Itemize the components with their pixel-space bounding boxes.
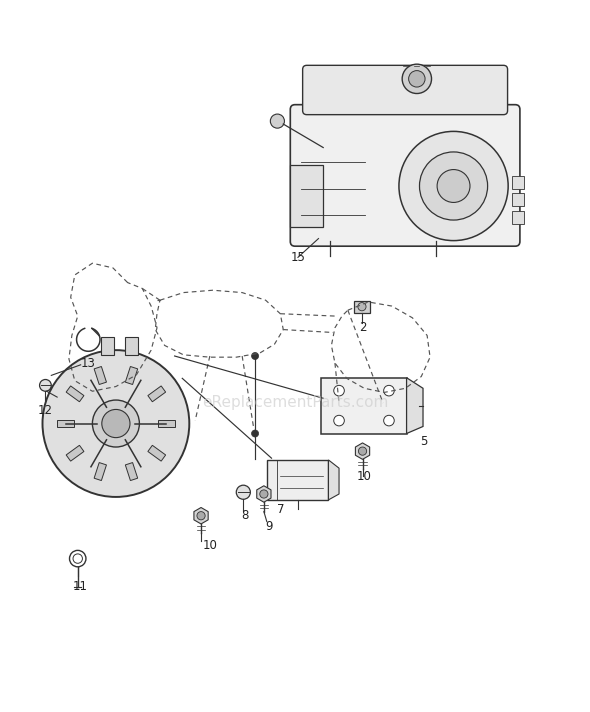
- Bar: [512, 176, 524, 189]
- Text: 10: 10: [357, 470, 372, 483]
- Polygon shape: [257, 486, 271, 502]
- Polygon shape: [407, 378, 423, 434]
- Polygon shape: [66, 386, 84, 402]
- Circle shape: [40, 379, 51, 391]
- Text: 5: 5: [421, 434, 428, 448]
- Bar: [354, 300, 370, 313]
- Polygon shape: [57, 419, 74, 427]
- Polygon shape: [125, 463, 137, 481]
- Polygon shape: [148, 386, 166, 402]
- Circle shape: [251, 352, 258, 360]
- Text: eReplacementParts.com: eReplacementParts.com: [202, 395, 388, 411]
- Text: 2: 2: [359, 321, 366, 335]
- Circle shape: [334, 385, 345, 396]
- Circle shape: [197, 512, 205, 520]
- Circle shape: [251, 430, 258, 437]
- Bar: [290, 165, 323, 227]
- Text: 10: 10: [202, 538, 217, 552]
- FancyBboxPatch shape: [303, 66, 507, 115]
- Bar: [267, 460, 329, 500]
- Polygon shape: [94, 463, 106, 481]
- Circle shape: [384, 415, 394, 426]
- Bar: [101, 337, 114, 355]
- Polygon shape: [355, 443, 370, 459]
- Text: 15: 15: [290, 251, 306, 264]
- Circle shape: [358, 303, 366, 310]
- Polygon shape: [194, 508, 208, 524]
- Polygon shape: [329, 460, 339, 500]
- Circle shape: [93, 400, 139, 447]
- Text: 9: 9: [265, 520, 273, 533]
- Circle shape: [409, 70, 425, 87]
- Text: 7: 7: [277, 503, 284, 516]
- FancyBboxPatch shape: [290, 105, 520, 246]
- Circle shape: [334, 415, 345, 426]
- Circle shape: [419, 152, 487, 220]
- Text: 8: 8: [241, 509, 249, 522]
- Circle shape: [437, 169, 470, 202]
- Polygon shape: [125, 367, 137, 384]
- Circle shape: [402, 64, 431, 93]
- Circle shape: [270, 114, 284, 128]
- Bar: [512, 211, 524, 224]
- Text: 12: 12: [38, 404, 53, 417]
- Text: 13: 13: [81, 357, 96, 370]
- Text: 11: 11: [73, 580, 88, 592]
- Bar: [322, 378, 407, 434]
- Bar: [512, 194, 524, 206]
- Polygon shape: [66, 445, 84, 461]
- Circle shape: [358, 447, 366, 455]
- Polygon shape: [158, 419, 175, 427]
- Circle shape: [384, 385, 394, 396]
- Polygon shape: [94, 367, 106, 384]
- Circle shape: [42, 350, 189, 497]
- Circle shape: [102, 409, 130, 438]
- Bar: [124, 337, 137, 355]
- Circle shape: [399, 132, 508, 241]
- Circle shape: [236, 485, 250, 499]
- Circle shape: [260, 490, 268, 498]
- Polygon shape: [148, 445, 166, 461]
